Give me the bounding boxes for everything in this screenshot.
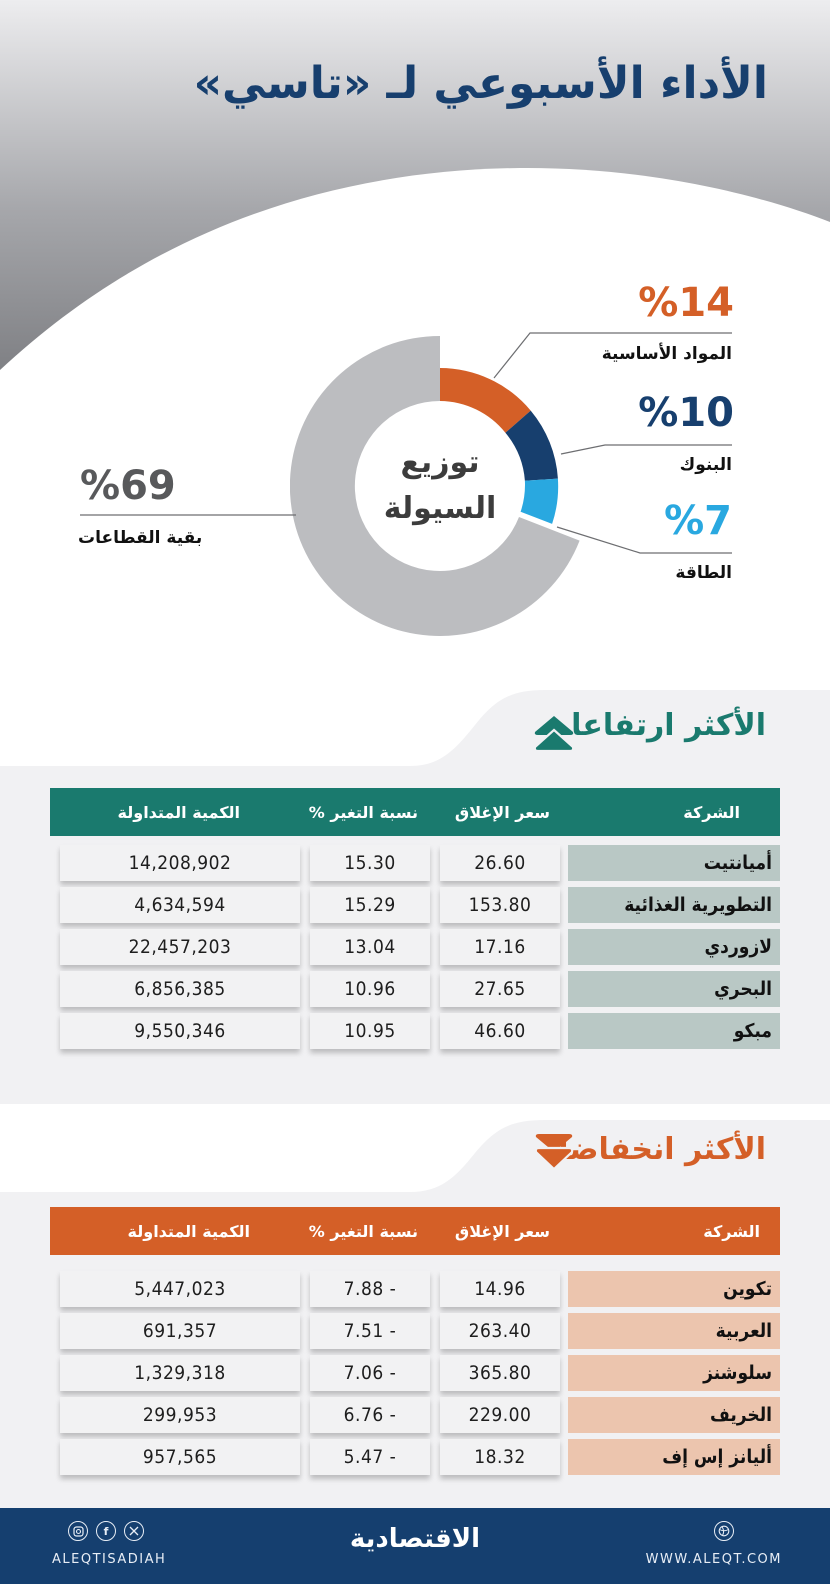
website-link[interactable]: WWW.ALEQT.COM bbox=[645, 1552, 782, 1567]
x-icon[interactable] bbox=[124, 1521, 144, 1541]
company-cell: البحري bbox=[568, 971, 780, 1007]
energy-label: الطاقة bbox=[675, 563, 732, 583]
table-row: أليانز إس إف 18.32 5.47 - 957,565 bbox=[50, 1439, 780, 1475]
volume-cell: 4,634,594 bbox=[60, 887, 300, 923]
table-row: الخريف 229.00 6.76 - 299,953 bbox=[50, 1397, 780, 1433]
header-close: سعر الإغلاق bbox=[454, 802, 550, 822]
company-cell: الخريف bbox=[568, 1397, 780, 1433]
top-losers-section: الأكثر انخفاضا الشركة سعر الإغلاق نسبة ا… bbox=[0, 1120, 830, 1508]
top-gainers-section: الأكثر ارتفاعا الشركة سعر الإغلاق نسبة ا… bbox=[0, 690, 830, 1104]
change-cell: 6.76 - bbox=[310, 1397, 430, 1433]
double-arrow-down-icon bbox=[534, 1134, 574, 1171]
social-handle[interactable]: ALEQTISADIAH bbox=[52, 1552, 167, 1567]
close-cell: 263.40 bbox=[440, 1313, 560, 1349]
table-row: مبكو 46.60 10.95 9,550,346 bbox=[50, 1013, 780, 1049]
liquidity-donut-chart bbox=[290, 336, 580, 636]
company-cell: العربية bbox=[568, 1313, 780, 1349]
slice-energy bbox=[520, 478, 559, 524]
change-cell: 10.95 bbox=[310, 1013, 430, 1049]
instagram-icon[interactable] bbox=[68, 1521, 88, 1541]
company-cell: لازوردي bbox=[568, 929, 780, 965]
globe-icon bbox=[714, 1521, 734, 1541]
close-cell: 26.60 bbox=[440, 845, 560, 881]
table-header: الشركة سعر الإغلاق نسبة التغير % الكمية … bbox=[50, 1207, 780, 1255]
banks-label: البنوك bbox=[679, 455, 732, 475]
donut-center-label: توزيع السيولة bbox=[340, 440, 540, 532]
change-cell: 7.88 - bbox=[310, 1271, 430, 1307]
brand-logo: الاقتصادية bbox=[349, 1524, 481, 1554]
header-company: الشركة bbox=[703, 1221, 760, 1241]
close-cell: 14.96 bbox=[440, 1271, 560, 1307]
close-cell: 46.60 bbox=[440, 1013, 560, 1049]
close-cell: 229.00 bbox=[440, 1397, 560, 1433]
table-row: تكوين 14.96 7.88 - 5,447,023 bbox=[50, 1271, 780, 1307]
basic-materials-label: المواد الأساسية bbox=[601, 344, 732, 364]
company-cell: أميانتيت bbox=[568, 845, 780, 881]
change-cell: 7.51 - bbox=[310, 1313, 430, 1349]
basic-materials-percent: %14 bbox=[638, 280, 734, 326]
close-cell: 27.65 bbox=[440, 971, 560, 1007]
table-row: لازوردي 17.16 13.04 22,457,203 bbox=[50, 929, 780, 965]
volume-cell: 5,447,023 bbox=[60, 1271, 300, 1307]
volume-cell: 22,457,203 bbox=[60, 929, 300, 965]
volume-cell: 14,208,902 bbox=[60, 845, 300, 881]
slice-basic-materials bbox=[440, 368, 531, 433]
slice-rest bbox=[290, 336, 580, 636]
table-row: سلوشنز 365.80 7.06 - 1,329,318 bbox=[50, 1355, 780, 1391]
close-cell: 17.16 bbox=[440, 929, 560, 965]
section-title: الأكثر ارتفاعا bbox=[571, 708, 766, 743]
close-cell: 153.80 bbox=[440, 887, 560, 923]
table-row: أميانتيت 26.60 15.30 14,208,902 bbox=[50, 845, 780, 881]
rest-sectors-label: بقية القطاعات bbox=[78, 528, 203, 548]
table-header: الشركة سعر الإغلاق نسبة التغير % الكمية … bbox=[50, 788, 780, 836]
volume-cell: 691,357 bbox=[60, 1313, 300, 1349]
table-row: البحري 27.65 10.96 6,856,385 bbox=[50, 971, 780, 1007]
facebook-icon[interactable]: f bbox=[96, 1521, 116, 1541]
close-cell: 365.80 bbox=[440, 1355, 560, 1391]
rest-sectors-percent: %69 bbox=[80, 463, 176, 509]
header-volume: الكمية المتداولة bbox=[127, 1221, 250, 1241]
table-row: العربية 263.40 7.51 - 691,357 bbox=[50, 1313, 780, 1349]
energy-percent: %7 bbox=[664, 498, 732, 544]
change-cell: 7.06 - bbox=[310, 1355, 430, 1391]
change-cell: 10.96 bbox=[310, 971, 430, 1007]
table-row: التطويرية الغذائية 153.80 15.29 4,634,59… bbox=[50, 887, 780, 923]
company-cell: سلوشنز bbox=[568, 1355, 780, 1391]
company-cell: أليانز إس إف bbox=[568, 1439, 780, 1475]
slice-banks bbox=[505, 410, 558, 481]
header-background bbox=[0, 0, 830, 700]
section-title: الأكثر انخفاضا bbox=[558, 1132, 766, 1167]
footer: f ALEQTISADIAH الاقتصادية WWW.ALEQT.COM bbox=[0, 1508, 830, 1584]
change-cell: 5.47 - bbox=[310, 1439, 430, 1475]
change-cell: 13.04 bbox=[310, 929, 430, 965]
close-cell: 18.32 bbox=[440, 1439, 560, 1475]
header-close: سعر الإغلاق bbox=[454, 1221, 550, 1241]
change-cell: 15.30 bbox=[310, 845, 430, 881]
double-arrow-up-icon bbox=[533, 716, 575, 753]
donut-center-line1: توزيع bbox=[400, 445, 480, 480]
callout-lines bbox=[80, 332, 732, 554]
volume-cell: 1,329,318 bbox=[60, 1355, 300, 1391]
banks-percent: %10 bbox=[638, 390, 734, 436]
header-change: نسبة التغير % bbox=[308, 1221, 418, 1241]
change-cell: 15.29 bbox=[310, 887, 430, 923]
company-cell: تكوين bbox=[568, 1271, 780, 1307]
volume-cell: 299,953 bbox=[60, 1397, 300, 1433]
company-cell: التطويرية الغذائية bbox=[568, 887, 780, 923]
volume-cell: 6,856,385 bbox=[60, 971, 300, 1007]
header-company: الشركة bbox=[683, 802, 740, 822]
page-title: الأداء الأسبوعي لـ «تاسي» bbox=[193, 58, 768, 109]
company-cell: مبكو bbox=[568, 1013, 780, 1049]
header-area: الأداء الأسبوعي لـ «تاسي» توزيع السيولة … bbox=[0, 0, 830, 700]
donut-center-line2: السيولة bbox=[383, 491, 497, 526]
header-change: نسبة التغير % bbox=[308, 802, 418, 822]
volume-cell: 957,565 bbox=[60, 1439, 300, 1475]
header-volume: الكمية المتداولة bbox=[117, 802, 240, 822]
volume-cell: 9,550,346 bbox=[60, 1013, 300, 1049]
